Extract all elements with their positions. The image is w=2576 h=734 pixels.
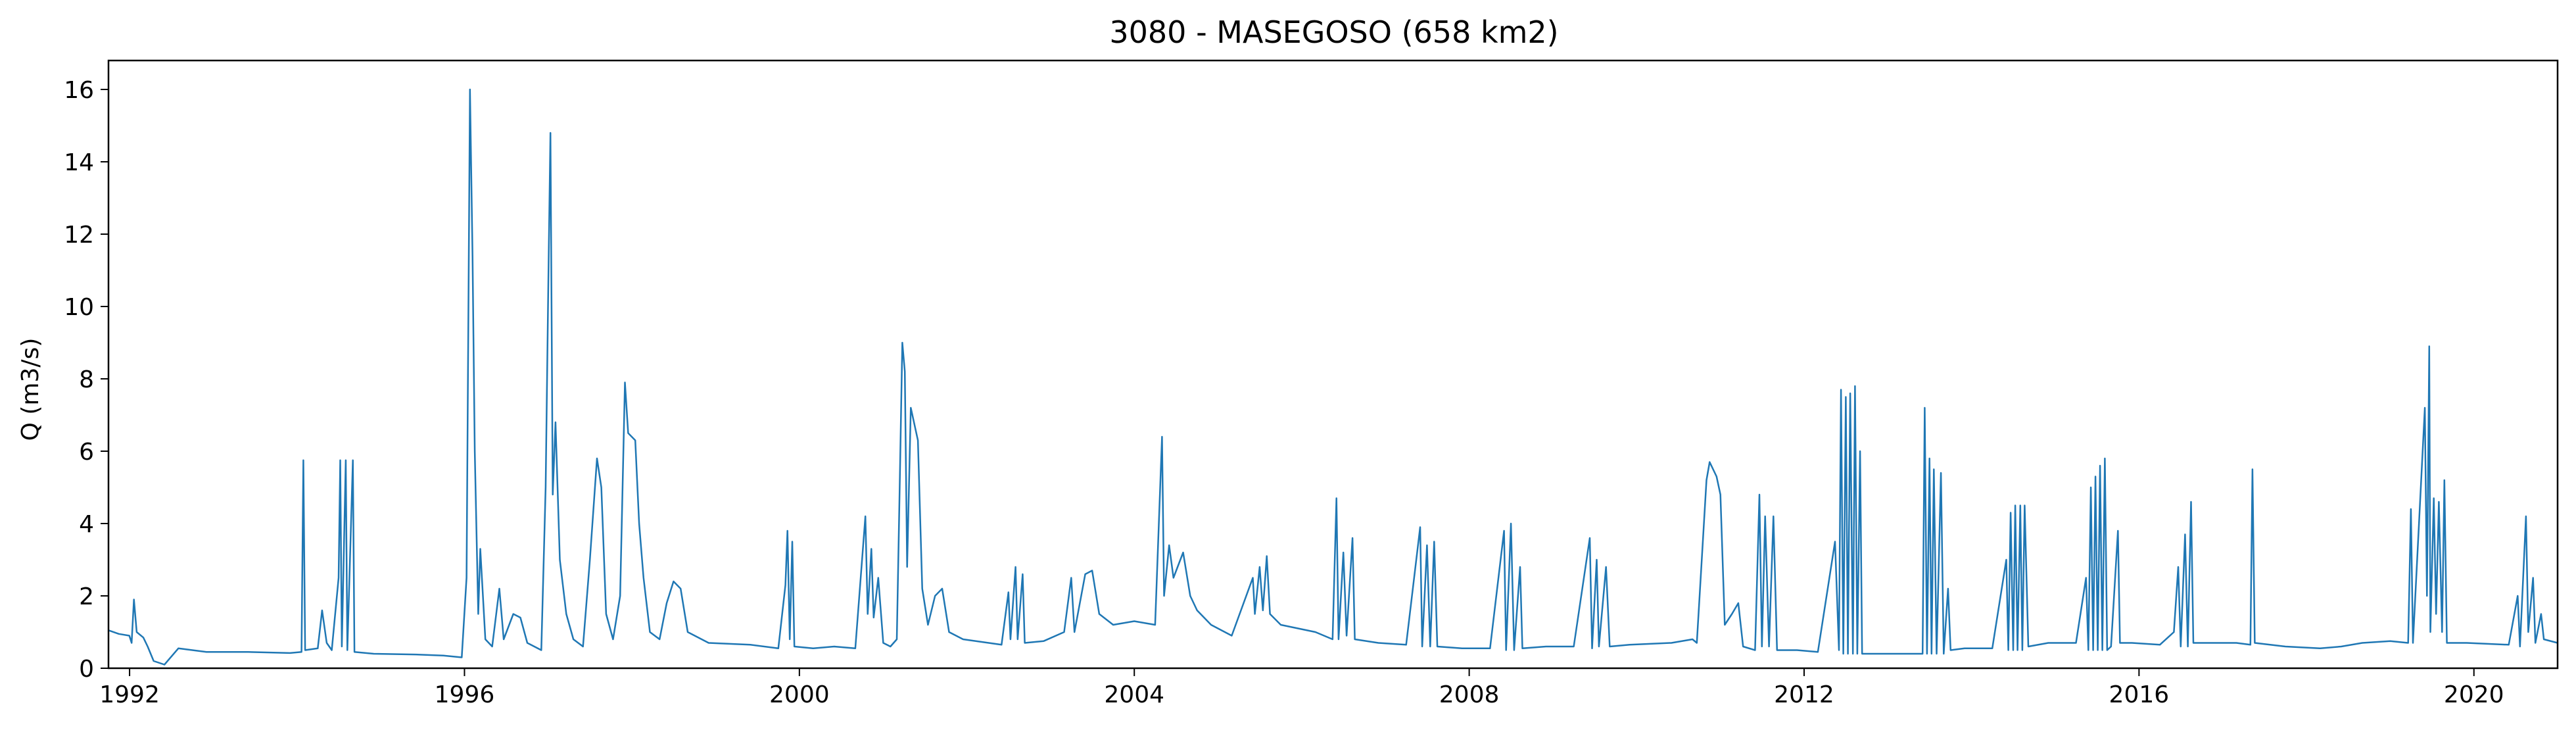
x-axis: 1992 1996 2000 2004 2008 2012 2016 2020 (99, 668, 2504, 708)
series-line-0 (108, 89, 2558, 665)
y-tick-label: 10 (64, 294, 94, 321)
x-tick-label: 2020 (2444, 681, 2504, 708)
series-layer (108, 89, 2558, 665)
x-tick-label: 1996 (435, 681, 495, 708)
x-tick-label: 2004 (1104, 681, 1164, 708)
plot-area-frame (108, 61, 2558, 668)
x-tick-label: 2008 (1439, 681, 1500, 708)
x-tick-label: 2016 (2109, 681, 2170, 708)
y-tick-label: 6 (79, 439, 94, 466)
y-tick-label: 14 (64, 149, 94, 176)
x-tick-label: 2000 (769, 681, 830, 708)
y-tick-label: 0 (79, 656, 94, 683)
y-axis-label: Q (m3/s) (17, 338, 44, 441)
x-tick-label: 2012 (1774, 681, 1834, 708)
y-tick-label: 2 (79, 583, 94, 610)
y-tick-label: 16 (64, 77, 94, 104)
y-tick-label: 8 (79, 366, 94, 393)
x-tick-label: 1992 (99, 681, 160, 708)
y-tick-label: 4 (79, 511, 94, 538)
chart-title: 3080 - MASEGOSO (658 km2) (1109, 14, 1558, 50)
y-axis: 0 2 4 6 8 10 12 14 16 (64, 77, 108, 683)
y-tick-label: 12 (64, 222, 94, 249)
